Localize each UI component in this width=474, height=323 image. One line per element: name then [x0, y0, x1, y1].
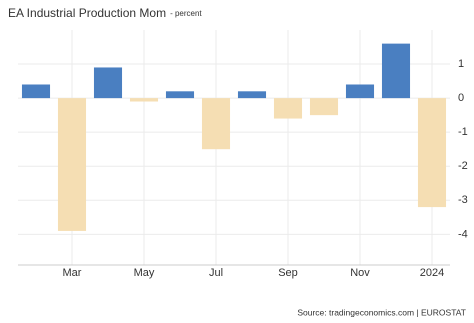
y-tick-label: -4 [458, 228, 468, 240]
x-tick-label: Mar [63, 267, 82, 279]
chart-title: EA Industrial Production Mom - percent [8, 6, 202, 20]
bar [309, 98, 339, 116]
y-tick-label: -1 [458, 126, 468, 138]
bar [381, 43, 411, 99]
x-tick-label: Sep [278, 267, 298, 279]
bar [93, 67, 123, 99]
bar [165, 91, 195, 99]
bar [57, 98, 87, 231]
bar [201, 98, 231, 150]
x-tick-label: Nov [350, 267, 370, 279]
source: Source: tradingeconomics.com | EUROSTAT [297, 307, 466, 317]
x-tick-label: 2024 [420, 267, 444, 279]
x-tick-label: May [134, 267, 155, 279]
title: EA Industrial Production Mom [8, 6, 166, 20]
subtitle: - percent [170, 9, 202, 18]
y-tick-label: 0 [458, 92, 464, 104]
bar [345, 84, 375, 99]
bar [237, 91, 267, 99]
y-tick-label: 1 [458, 58, 464, 70]
x-tick-label: Jul [209, 267, 223, 279]
bar [417, 98, 447, 208]
bar [273, 98, 303, 119]
y-tick-label: -2 [458, 160, 468, 172]
bar [129, 98, 159, 102]
y-tick-label: -3 [458, 194, 468, 206]
bar [21, 84, 51, 99]
